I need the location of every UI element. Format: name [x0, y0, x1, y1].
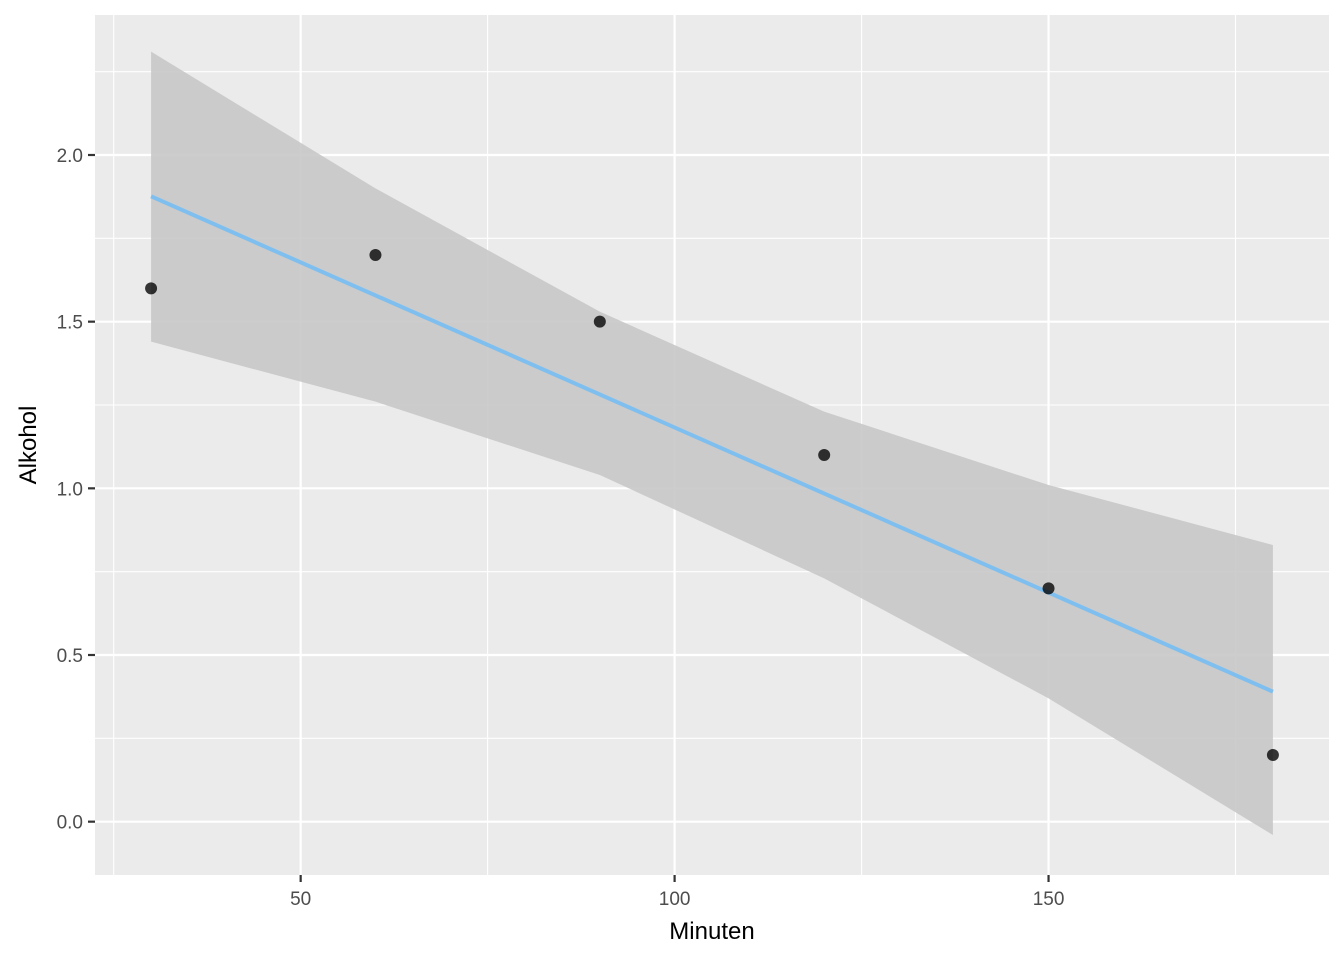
y-tick-label: 0.0: [57, 813, 83, 834]
y-tick-label: 0.5: [57, 646, 83, 667]
x-tick-label: 100: [659, 889, 691, 910]
y-axis-title: Alkohol: [15, 406, 42, 485]
y-axis-ticks: 0.0 0.5 1.0 1.5 2.0: [57, 146, 95, 834]
y-tick-label: 1.5: [57, 313, 83, 334]
y-tick-label: 1.0: [57, 479, 83, 500]
data-points: [145, 249, 1279, 761]
data-point: [369, 249, 382, 261]
x-tick-label: 50: [290, 889, 311, 910]
fit-line: [150, 194, 1274, 694]
x-axis-title: Minuten: [669, 918, 754, 945]
y-tick-label: 2.0: [57, 146, 83, 167]
data-point: [1266, 749, 1279, 761]
x-axis-ticks: 50 100 150: [290, 875, 1064, 910]
data-point: [145, 282, 158, 295]
data-point: [818, 449, 831, 461]
data-point: [1042, 582, 1055, 595]
data-point: [593, 315, 606, 328]
x-tick-label: 150: [1033, 889, 1065, 910]
